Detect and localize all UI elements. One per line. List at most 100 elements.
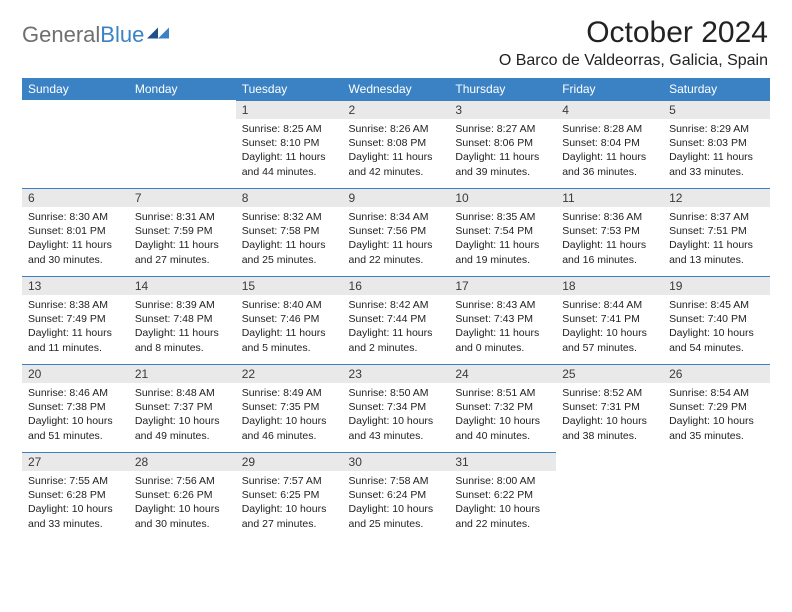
day-number: 3 <box>449 100 556 119</box>
calendar-cell: 10Sunrise: 8:35 AMSunset: 7:54 PMDayligh… <box>449 188 556 276</box>
header: GeneralBlue October 2024 O Barco de Vald… <box>22 16 770 70</box>
day-number: 27 <box>22 452 129 471</box>
calendar-week-row: 20Sunrise: 8:46 AMSunset: 7:38 PMDayligh… <box>22 364 770 452</box>
calendar-cell: . <box>663 452 770 540</box>
day-body: Sunrise: 8:48 AMSunset: 7:37 PMDaylight:… <box>129 383 236 449</box>
day-number: 17 <box>449 276 556 295</box>
day-body: Sunrise: 8:27 AMSunset: 8:06 PMDaylight:… <box>449 119 556 185</box>
weekday-header: Saturday <box>663 78 770 100</box>
day-body: Sunrise: 8:32 AMSunset: 7:58 PMDaylight:… <box>236 207 343 273</box>
logo-text: GeneralBlue <box>22 22 144 48</box>
day-number: 7 <box>129 188 236 207</box>
day-number: 5 <box>663 100 770 119</box>
day-number: 20 <box>22 364 129 383</box>
day-body: Sunrise: 8:36 AMSunset: 7:53 PMDaylight:… <box>556 207 663 273</box>
day-number: 28 <box>129 452 236 471</box>
calendar-cell: . <box>129 100 236 188</box>
day-body: Sunrise: 8:25 AMSunset: 8:10 PMDaylight:… <box>236 119 343 185</box>
day-body: Sunrise: 8:45 AMSunset: 7:40 PMDaylight:… <box>663 295 770 361</box>
calendar-table: Sunday Monday Tuesday Wednesday Thursday… <box>22 78 770 540</box>
weekday-header: Thursday <box>449 78 556 100</box>
day-body: Sunrise: 8:30 AMSunset: 8:01 PMDaylight:… <box>22 207 129 273</box>
calendar-cell: 3Sunrise: 8:27 AMSunset: 8:06 PMDaylight… <box>449 100 556 188</box>
calendar-cell: 26Sunrise: 8:54 AMSunset: 7:29 PMDayligh… <box>663 364 770 452</box>
day-number: 15 <box>236 276 343 295</box>
calendar-cell: 24Sunrise: 8:51 AMSunset: 7:32 PMDayligh… <box>449 364 556 452</box>
day-number: 22 <box>236 364 343 383</box>
calendar-cell: 20Sunrise: 8:46 AMSunset: 7:38 PMDayligh… <box>22 364 129 452</box>
calendar-cell: 19Sunrise: 8:45 AMSunset: 7:40 PMDayligh… <box>663 276 770 364</box>
weekday-header: Monday <box>129 78 236 100</box>
day-body: Sunrise: 8:37 AMSunset: 7:51 PMDaylight:… <box>663 207 770 273</box>
calendar-week-row: 13Sunrise: 8:38 AMSunset: 7:49 PMDayligh… <box>22 276 770 364</box>
weekday-header-row: Sunday Monday Tuesday Wednesday Thursday… <box>22 78 770 100</box>
day-body: Sunrise: 8:26 AMSunset: 8:08 PMDaylight:… <box>343 119 450 185</box>
day-number: 21 <box>129 364 236 383</box>
calendar-week-row: 27Sunrise: 7:55 AMSunset: 6:28 PMDayligh… <box>22 452 770 540</box>
calendar-cell: 29Sunrise: 7:57 AMSunset: 6:25 PMDayligh… <box>236 452 343 540</box>
day-body: Sunrise: 8:43 AMSunset: 7:43 PMDaylight:… <box>449 295 556 361</box>
day-body: Sunrise: 8:42 AMSunset: 7:44 PMDaylight:… <box>343 295 450 361</box>
calendar-cell: 31Sunrise: 8:00 AMSunset: 6:22 PMDayligh… <box>449 452 556 540</box>
logo-word1: General <box>22 22 100 47</box>
calendar-cell: 12Sunrise: 8:37 AMSunset: 7:51 PMDayligh… <box>663 188 770 276</box>
calendar-cell: 30Sunrise: 7:58 AMSunset: 6:24 PMDayligh… <box>343 452 450 540</box>
calendar-cell: 14Sunrise: 8:39 AMSunset: 7:48 PMDayligh… <box>129 276 236 364</box>
day-number: 2 <box>343 100 450 119</box>
day-number: 18 <box>556 276 663 295</box>
calendar-cell: 22Sunrise: 8:49 AMSunset: 7:35 PMDayligh… <box>236 364 343 452</box>
location: O Barco de Valdeorras, Galicia, Spain <box>499 52 768 70</box>
day-body: Sunrise: 8:31 AMSunset: 7:59 PMDaylight:… <box>129 207 236 273</box>
calendar-cell: . <box>556 452 663 540</box>
calendar-week-row: ..1Sunrise: 8:25 AMSunset: 8:10 PMDaylig… <box>22 100 770 188</box>
day-body: Sunrise: 7:57 AMSunset: 6:25 PMDaylight:… <box>236 471 343 537</box>
day-number: 26 <box>663 364 770 383</box>
weekday-header: Tuesday <box>236 78 343 100</box>
calendar-cell: 11Sunrise: 8:36 AMSunset: 7:53 PMDayligh… <box>556 188 663 276</box>
calendar-week-row: 6Sunrise: 8:30 AMSunset: 8:01 PMDaylight… <box>22 188 770 276</box>
calendar-cell: 25Sunrise: 8:52 AMSunset: 7:31 PMDayligh… <box>556 364 663 452</box>
calendar-cell: 21Sunrise: 8:48 AMSunset: 7:37 PMDayligh… <box>129 364 236 452</box>
day-body: Sunrise: 8:38 AMSunset: 7:49 PMDaylight:… <box>22 295 129 361</box>
day-body: Sunrise: 8:28 AMSunset: 8:04 PMDaylight:… <box>556 119 663 185</box>
day-number: 4 <box>556 100 663 119</box>
calendar-cell: 5Sunrise: 8:29 AMSunset: 8:03 PMDaylight… <box>663 100 770 188</box>
weekday-header: Friday <box>556 78 663 100</box>
day-number: 6 <box>22 188 129 207</box>
weekday-header: Sunday <box>22 78 129 100</box>
calendar-cell: 15Sunrise: 8:40 AMSunset: 7:46 PMDayligh… <box>236 276 343 364</box>
day-number: 8 <box>236 188 343 207</box>
day-number: 9 <box>343 188 450 207</box>
day-number: 19 <box>663 276 770 295</box>
calendar-cell: 23Sunrise: 8:50 AMSunset: 7:34 PMDayligh… <box>343 364 450 452</box>
calendar-cell: 1Sunrise: 8:25 AMSunset: 8:10 PMDaylight… <box>236 100 343 188</box>
calendar-cell: 28Sunrise: 7:56 AMSunset: 6:26 PMDayligh… <box>129 452 236 540</box>
calendar-cell: 7Sunrise: 8:31 AMSunset: 7:59 PMDaylight… <box>129 188 236 276</box>
day-number: 30 <box>343 452 450 471</box>
day-body: Sunrise: 8:44 AMSunset: 7:41 PMDaylight:… <box>556 295 663 361</box>
day-body: Sunrise: 8:50 AMSunset: 7:34 PMDaylight:… <box>343 383 450 449</box>
calendar-cell: 18Sunrise: 8:44 AMSunset: 7:41 PMDayligh… <box>556 276 663 364</box>
month-title: October 2024 <box>499 16 768 50</box>
day-number: 16 <box>343 276 450 295</box>
day-body: Sunrise: 8:35 AMSunset: 7:54 PMDaylight:… <box>449 207 556 273</box>
logo-mark-icon <box>147 25 169 41</box>
calendar-cell: 27Sunrise: 7:55 AMSunset: 6:28 PMDayligh… <box>22 452 129 540</box>
day-number: 1 <box>236 100 343 119</box>
day-body: Sunrise: 8:51 AMSunset: 7:32 PMDaylight:… <box>449 383 556 449</box>
day-number: 25 <box>556 364 663 383</box>
day-body: Sunrise: 7:55 AMSunset: 6:28 PMDaylight:… <box>22 471 129 537</box>
day-body: Sunrise: 8:39 AMSunset: 7:48 PMDaylight:… <box>129 295 236 361</box>
day-number: 23 <box>343 364 450 383</box>
day-number: 12 <box>663 188 770 207</box>
day-body: Sunrise: 8:46 AMSunset: 7:38 PMDaylight:… <box>22 383 129 449</box>
logo-word2: Blue <box>100 22 144 47</box>
day-number: 31 <box>449 452 556 471</box>
calendar-cell: 2Sunrise: 8:26 AMSunset: 8:08 PMDaylight… <box>343 100 450 188</box>
calendar-cell: 9Sunrise: 8:34 AMSunset: 7:56 PMDaylight… <box>343 188 450 276</box>
calendar-cell: 17Sunrise: 8:43 AMSunset: 7:43 PMDayligh… <box>449 276 556 364</box>
day-body: Sunrise: 8:54 AMSunset: 7:29 PMDaylight:… <box>663 383 770 449</box>
day-number: 29 <box>236 452 343 471</box>
day-body: Sunrise: 7:58 AMSunset: 6:24 PMDaylight:… <box>343 471 450 537</box>
day-body: Sunrise: 7:56 AMSunset: 6:26 PMDaylight:… <box>129 471 236 537</box>
